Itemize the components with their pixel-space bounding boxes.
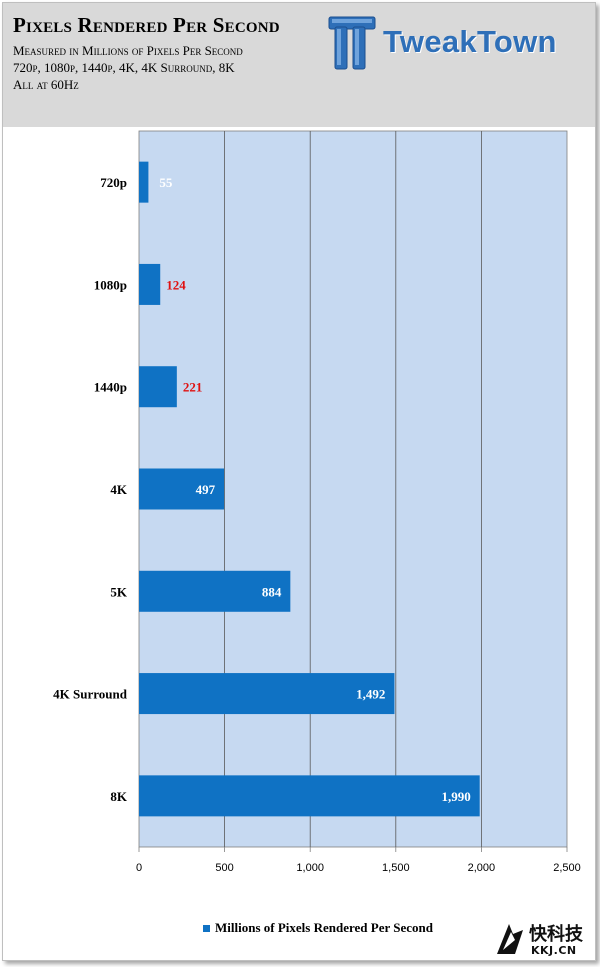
data-label: 1,492 bbox=[356, 687, 385, 702]
x-tick-label: 1,500 bbox=[382, 862, 410, 874]
kkj-watermark-icon bbox=[497, 924, 523, 954]
data-label: 497 bbox=[196, 482, 216, 497]
category-label: 4K Surround bbox=[53, 687, 128, 702]
chart-subtitle-line-2: 720p, 1080p, 1440p, 4K, 4K Surround, 8K bbox=[13, 60, 235, 75]
category-label: 1080p bbox=[94, 277, 127, 292]
tweaktown-logo-text: TweakTown bbox=[383, 24, 557, 59]
x-tick-label: 2,000 bbox=[468, 862, 496, 874]
chart-header: Pixels Rendered Per Second Measured in M… bbox=[3, 3, 595, 127]
category-label: 5K bbox=[110, 584, 128, 599]
data-label: 1,990 bbox=[441, 789, 470, 804]
legend-swatch bbox=[203, 924, 210, 932]
chart-subtitle-line-1: Measured in Millions of Pixels Per Secon… bbox=[13, 43, 243, 58]
category-label: 720p bbox=[100, 175, 127, 190]
tweaktown-logo: TweakTown bbox=[327, 11, 589, 75]
bar-8k bbox=[139, 775, 480, 817]
data-label: 55 bbox=[159, 175, 173, 190]
category-labels: 720p 1080p 1440p 4K 5K 4K Surround 8K bbox=[53, 175, 128, 804]
bar-5k bbox=[139, 570, 291, 612]
x-tick-label: 500 bbox=[215, 862, 233, 874]
data-label: 124 bbox=[166, 277, 186, 292]
kkj-watermark: 快科技 KKJ.CN bbox=[493, 920, 593, 960]
data-label: 884 bbox=[262, 584, 282, 599]
bar-1440p bbox=[139, 366, 177, 408]
data-label: 221 bbox=[183, 380, 203, 395]
bar-4k-surround bbox=[139, 673, 395, 715]
category-label: 4K bbox=[110, 482, 128, 497]
bar-1080p bbox=[139, 263, 161, 305]
chart-subtitle-line-3: All at 60Hz bbox=[13, 77, 79, 92]
legend: Millions of Pixels Rendered Per Second bbox=[203, 920, 433, 936]
bars bbox=[139, 161, 480, 817]
bar-4k bbox=[139, 468, 225, 510]
data-labels: 55 124 221 497 884 1,492 1,990 bbox=[159, 175, 470, 804]
x-tick-label: 1,000 bbox=[296, 862, 324, 874]
category-label: 1440p bbox=[94, 380, 127, 395]
x-axis-tick-labels: 0 500 1,000 1,500 2,000 2,500 bbox=[136, 862, 581, 874]
x-tick-label: 2,500 bbox=[553, 862, 581, 874]
legend-label: Millions of Pixels Rendered Per Second bbox=[215, 920, 433, 935]
tweaktown-logo-icon bbox=[328, 16, 376, 70]
watermark-en-text: KKJ.CN bbox=[531, 944, 577, 957]
category-label: 8K bbox=[110, 789, 128, 804]
bar-720p bbox=[139, 161, 149, 203]
chart-title: Pixels Rendered Per Second bbox=[13, 13, 280, 37]
watermark-cn-text: 快科技 bbox=[529, 924, 583, 945]
gridlines bbox=[138, 131, 568, 852]
x-tick-label: 0 bbox=[136, 862, 142, 874]
